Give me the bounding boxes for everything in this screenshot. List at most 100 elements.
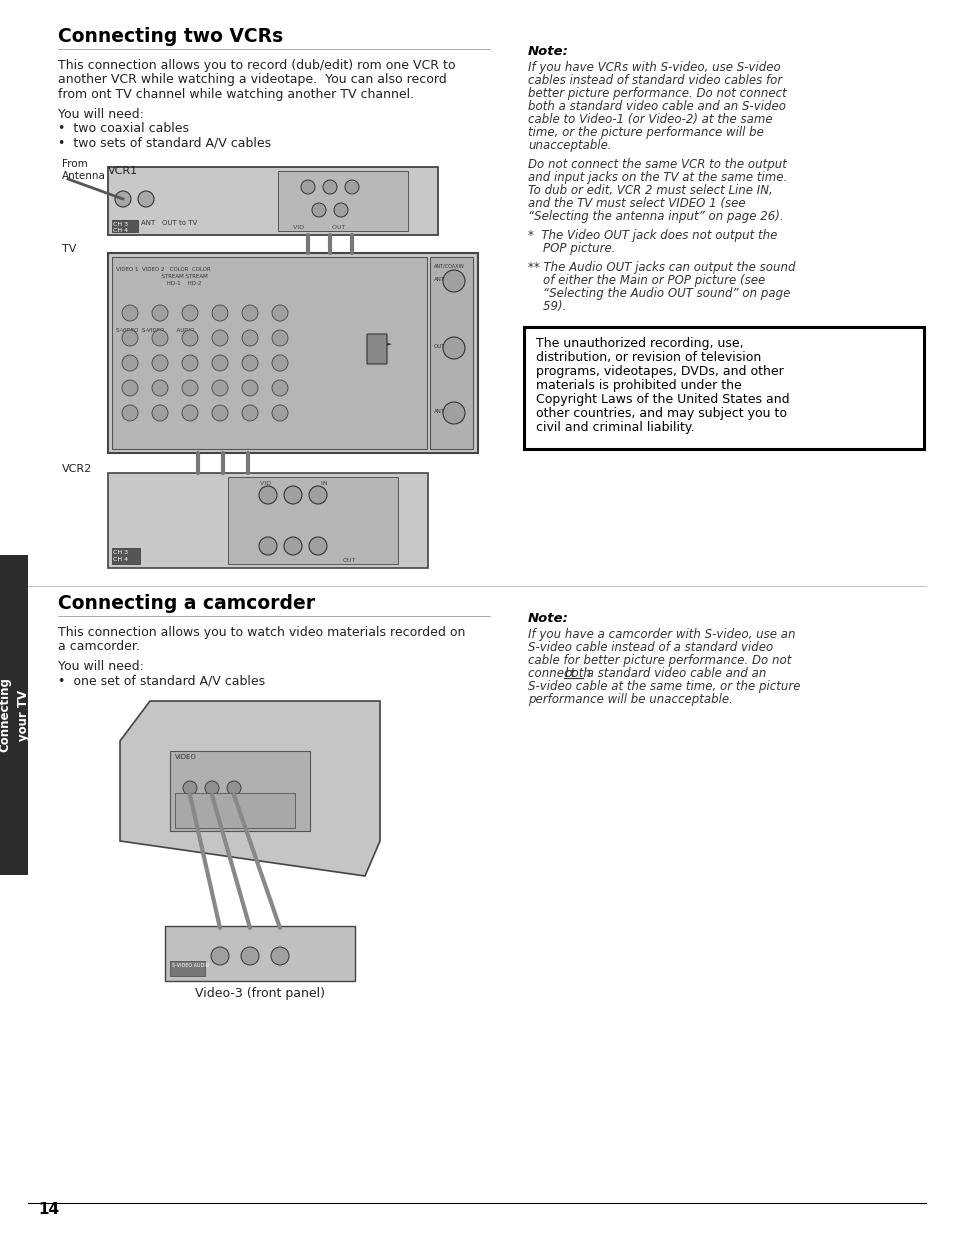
Circle shape [138,191,153,207]
Circle shape [122,330,138,346]
Text: CH 4: CH 4 [112,228,128,233]
Circle shape [242,354,257,370]
Text: another VCR while watching a videotape.  You can also record: another VCR while watching a videotape. … [58,74,446,86]
Text: S-VIDEO  S-VIDEO       AUDIO: S-VIDEO S-VIDEO AUDIO [116,329,194,333]
Circle shape [272,330,288,346]
Circle shape [258,537,276,555]
Text: POP picture.: POP picture. [527,242,615,254]
Bar [112,220,138,232]
Text: Video-3 (front panel): Video-3 (front panel) [194,987,325,1000]
Text: VID              OUT: VID OUT [293,225,345,230]
Text: both a standard video cable and an S-video: both a standard video cable and an S-vid… [527,100,785,112]
Bar [108,473,428,568]
Circle shape [323,180,336,194]
Bar [170,751,310,831]
Circle shape [272,405,288,421]
Circle shape [242,305,257,321]
Text: VCR1: VCR1 [108,165,138,177]
Text: cable for better picture performance. Do not: cable for better picture performance. Do… [527,655,791,667]
Circle shape [152,330,168,346]
Circle shape [212,330,228,346]
Circle shape [183,781,196,795]
Bar [108,253,477,453]
Text: better picture performance. Do not connect: better picture performance. Do not conne… [527,86,786,100]
Text: CH 4: CH 4 [112,557,128,562]
Circle shape [284,487,302,504]
Circle shape [212,305,228,321]
Text: Copyright Laws of the United States and: Copyright Laws of the United States and [536,393,789,406]
Text: of either the Main or POP picture (see: of either the Main or POP picture (see [527,274,764,287]
Circle shape [242,330,257,346]
Text: time, or the picture performance will be: time, or the picture performance will be [527,126,763,140]
Circle shape [442,337,464,359]
Circle shape [122,405,138,421]
Text: ANT-2: ANT-2 [434,409,450,414]
Circle shape [115,191,131,207]
Bar [228,477,397,564]
Circle shape [272,380,288,396]
Circle shape [182,305,198,321]
Bar [430,257,473,450]
Bar [0,555,28,876]
Text: CH 3: CH 3 [112,222,128,227]
Text: •  one set of standard A/V cables: • one set of standard A/V cables [58,674,265,688]
Text: STREAM STREAM: STREAM STREAM [116,274,208,279]
Circle shape [182,405,198,421]
Text: connect: connect [527,667,578,680]
Text: S-VIDEO AUDIO: S-VIDEO AUDIO [172,963,210,968]
Text: and input jacks on the TV at the same time.: and input jacks on the TV at the same ti… [527,170,786,184]
Circle shape [442,270,464,291]
Text: HD-1    HD-2: HD-1 HD-2 [116,282,201,287]
Text: VCR2: VCR2 [62,464,92,474]
Text: civil and criminal liability.: civil and criminal liability. [536,421,694,433]
Circle shape [122,305,138,321]
Text: cables instead of standard video cables for: cables instead of standard video cables … [527,74,781,86]
Text: If you have a camcorder with S-video, use an: If you have a camcorder with S-video, us… [527,629,795,641]
Text: S-video cable instead of a standard video: S-video cable instead of a standard vide… [527,641,773,655]
Text: TV: TV [62,245,76,254]
Bar [174,793,294,827]
Text: a standard video cable and an: a standard video cable and an [582,667,765,680]
Circle shape [152,405,168,421]
Text: To dub or edit, VCR 2 must select Line IN,: To dub or edit, VCR 2 must select Line I… [527,184,772,198]
Text: Note:: Note: [527,613,568,625]
Text: OUT: OUT [434,345,445,350]
Circle shape [242,380,257,396]
Circle shape [258,487,276,504]
Circle shape [152,380,168,396]
Text: Connecting two VCRs: Connecting two VCRs [58,27,283,46]
Text: and the TV must select VIDEO 1 (see: and the TV must select VIDEO 1 (see [527,198,745,210]
Text: ANT-1: ANT-1 [434,277,450,282]
Text: This connection allows you to watch video materials recorded on: This connection allows you to watch vide… [58,626,465,638]
Text: IN from ANT   OUT to TV: IN from ANT OUT to TV [112,220,197,226]
Text: unacceptable.: unacceptable. [527,140,611,152]
Circle shape [442,403,464,424]
Circle shape [152,305,168,321]
Text: VIDEO 1  VIDEO 2   COLOR  COLOR: VIDEO 1 VIDEO 2 COLOR COLOR [116,267,211,272]
Text: You will need:: You will need: [58,107,144,121]
Text: Connecting a camcorder: Connecting a camcorder [58,594,314,613]
Circle shape [242,405,257,421]
Circle shape [334,203,348,217]
Circle shape [152,354,168,370]
Circle shape [271,947,289,965]
Circle shape [301,180,314,194]
Text: ** The Audio OUT jacks can output the sound: ** The Audio OUT jacks can output the so… [527,261,795,274]
Text: ANT/COAXIN: ANT/COAXIN [434,263,464,268]
Polygon shape [120,701,379,876]
Circle shape [122,380,138,396]
Circle shape [182,330,198,346]
Text: both: both [564,667,591,680]
Text: *  The Video OUT jack does not output the: * The Video OUT jack does not output the [527,228,777,242]
Text: Connecting
your TV: Connecting your TV [0,678,30,752]
Circle shape [182,380,198,396]
Text: distribution, or revision of television: distribution, or revision of television [536,351,760,364]
Text: “Selecting the antenna input” on page 26).: “Selecting the antenna input” on page 26… [527,210,782,224]
Text: Note:: Note: [527,44,568,58]
Bar [277,170,408,231]
Text: from ont TV channel while watching another TV channel.: from ont TV channel while watching anoth… [58,88,414,101]
Circle shape [309,537,327,555]
Text: cable to Video-1 (or Video-2) at the same: cable to Video-1 (or Video-2) at the sam… [527,112,772,126]
Text: performance will be unacceptable.: performance will be unacceptable. [527,693,732,706]
Text: From
Antenna: From Antenna [62,159,106,182]
